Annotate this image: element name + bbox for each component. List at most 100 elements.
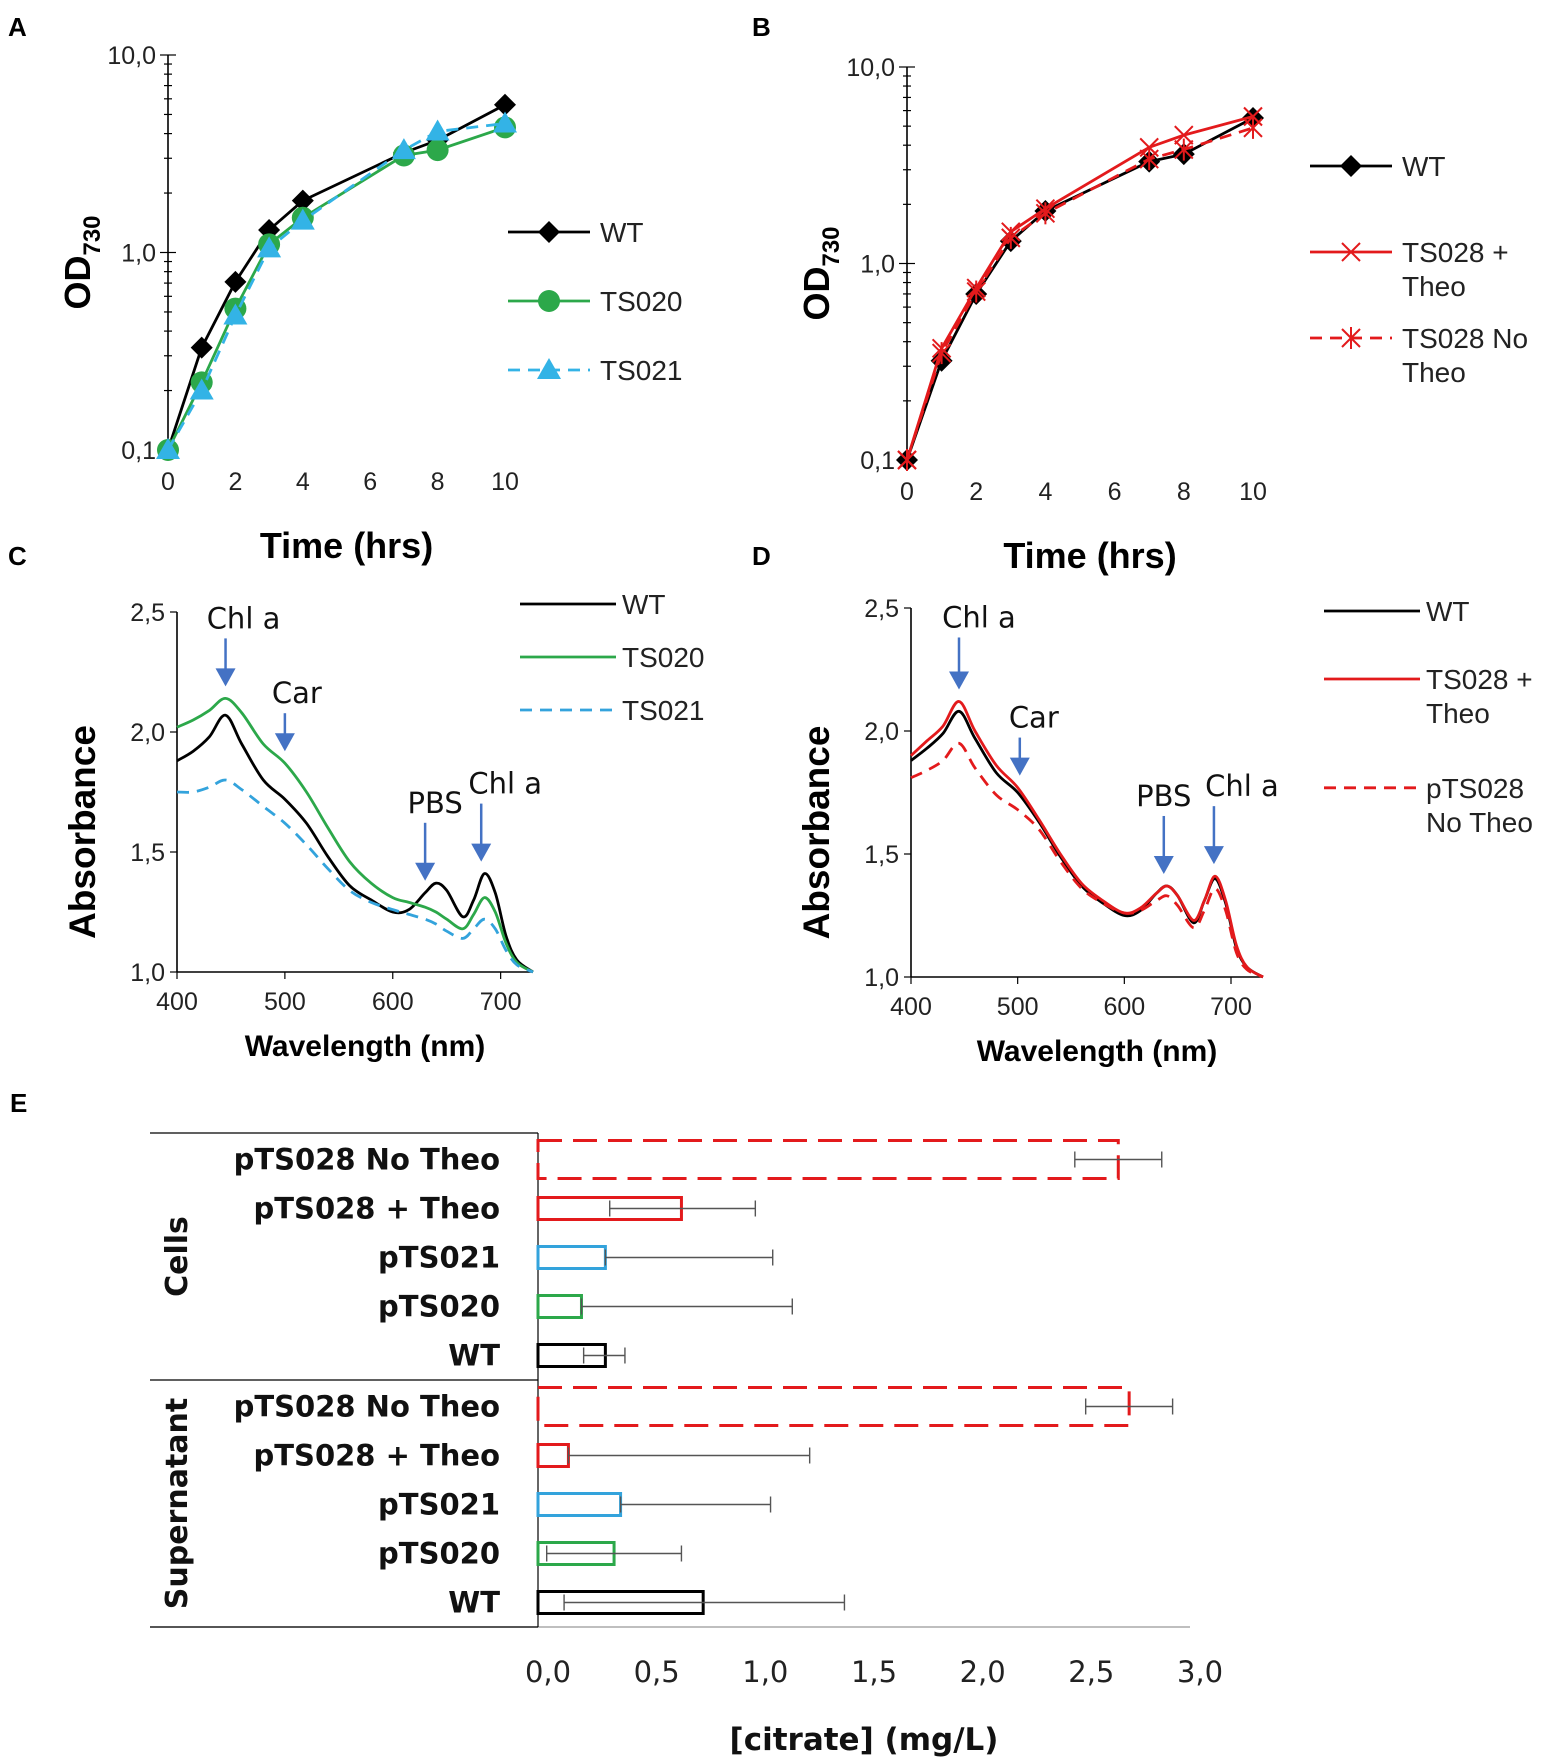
bar-cells-pts020 <box>536 1294 583 1319</box>
x-tick-label: 0,0 <box>525 1655 571 1689</box>
series-line-wt <box>910 709 1264 979</box>
legend-marker <box>1341 242 1361 262</box>
annotation-arrow-head <box>274 733 295 752</box>
data-point <box>1035 202 1056 225</box>
legend-label: TS028 + <box>1402 237 1509 268</box>
annotation-arrow-head <box>1009 757 1030 776</box>
series-line-ts021 <box>166 122 506 451</box>
legend-marker <box>1340 155 1362 177</box>
x-tick-label: 2,5 <box>1068 1655 1114 1689</box>
y-tick-label: 1,5 <box>864 841 899 869</box>
y-tick-label: 2,0 <box>864 718 899 746</box>
y-tick-label: 10,0 <box>107 42 156 70</box>
category-label: pTS028 + Theo <box>254 1439 500 1473</box>
y-axis-title: OD730 <box>796 226 845 320</box>
x-tick-label: 3,0 <box>1177 1655 1223 1689</box>
category-label: pTS020 <box>378 1537 500 1571</box>
x-tick-label: 700 <box>1210 993 1252 1021</box>
y-tick-label: 1,5 <box>130 839 165 867</box>
annotation-label: Chl a <box>942 600 1016 634</box>
series-line-ts021 <box>176 778 534 974</box>
legend-label: Theo <box>1426 698 1490 729</box>
legend: WT TS020 TS021 <box>508 217 683 386</box>
data-point <box>1001 226 1021 249</box>
annotation-arrow-head <box>215 668 236 687</box>
annotation-label: Chl a <box>1205 769 1279 803</box>
bar-cells-pts028-no-theo <box>536 1139 1120 1180</box>
data-point <box>1243 116 1263 139</box>
data-point <box>190 336 213 359</box>
bar-cells-pts021 <box>536 1245 607 1270</box>
category-label: pTS028 + Theo <box>254 1192 500 1226</box>
y-axis-title: OD730 <box>57 215 106 309</box>
y-axis-title: Absorbance <box>796 726 837 940</box>
series-line-wt <box>176 713 534 974</box>
x-tick-label: 700 <box>480 988 522 1016</box>
data-point <box>931 342 952 365</box>
data-point <box>189 378 214 400</box>
x-tick-label: 400 <box>890 993 932 1021</box>
data-point <box>1139 148 1159 171</box>
series-line-ts028-no-theo <box>905 126 1254 461</box>
data-point <box>223 303 248 325</box>
x-axis-title: Time (hrs) <box>260 525 433 566</box>
x-tick-label: 500 <box>997 993 1039 1021</box>
y-axis-title-main: OD <box>796 267 837 321</box>
x-tick-label: 8 <box>1177 478 1191 506</box>
x-tick-label: 400 <box>156 988 198 1016</box>
annotation-label: Chl a <box>468 767 542 801</box>
legend-label: TS021 <box>600 355 683 386</box>
panel-d: D 1,0 1,5 2,0 2,5 400 500 600 700 Wavelength (nm)… <box>752 541 1533 1068</box>
y-tick-label: 2,5 <box>864 595 899 623</box>
y-tick-label: 10,0 <box>846 54 895 82</box>
y-tick-label: 1,0 <box>121 240 156 268</box>
category-label: pTS028 No Theo <box>234 1390 500 1424</box>
series-ts021 <box>156 111 517 459</box>
x-tick-label: 1,5 <box>851 1655 897 1689</box>
y-tick-label: 2,5 <box>130 599 165 627</box>
x-tick-label: 6 <box>1108 478 1122 506</box>
y-tick-label: 0,1 <box>860 447 895 475</box>
annotation-arrow <box>415 822 436 881</box>
legend-label: TS021 <box>622 695 705 726</box>
y-tick-label: 0,1 <box>121 437 156 465</box>
x-tick-label: 0,5 <box>634 1655 680 1689</box>
data-point <box>493 111 517 133</box>
annotation-arrow-head <box>949 671 969 690</box>
x-tick-label: 600 <box>1103 993 1145 1021</box>
annotation-arrow-head <box>1203 846 1224 865</box>
category-label: WT <box>448 1339 500 1373</box>
category-label: pTS021 <box>378 1488 500 1522</box>
x-axis-title: Wavelength (nm) <box>977 1035 1218 1068</box>
annotation-arrow <box>274 713 295 752</box>
legend-label: pTS028 <box>1426 773 1524 804</box>
category-label: pTS028 No Theo <box>234 1143 500 1177</box>
x-tick-label: 2 <box>228 468 242 496</box>
annotation-arrow <box>949 637 969 690</box>
data-point <box>966 280 986 303</box>
series-line-ts020 <box>166 126 506 451</box>
data-point <box>1174 125 1194 145</box>
legend-label: No Theo <box>1426 807 1533 838</box>
legend-marker <box>538 221 560 243</box>
data-point <box>291 189 314 212</box>
annotation-label: Car <box>1009 701 1059 735</box>
annotations: Chl a Car PBS Chl a <box>942 600 1279 874</box>
data-point <box>425 119 450 141</box>
legend-marker <box>538 290 560 312</box>
panel-b: B 0,1 1,0 10,0 0 2 4 6 8 10 Time (hrs) OD730 WT TS028… <box>752 12 1528 576</box>
series-line-pts028-no-theo <box>910 741 1264 979</box>
x-tick-label: 500 <box>264 988 306 1016</box>
x-tick-label: 10 <box>1239 478 1267 506</box>
x-axis-title: Wavelength (nm) <box>245 1030 486 1063</box>
legend-marker-stroke <box>1341 242 1361 262</box>
y-tick-label: 1,0 <box>130 959 165 987</box>
series-line-ts028-theo <box>910 700 1264 979</box>
x-tick-label: 600 <box>372 988 414 1016</box>
series-line-wt <box>905 116 1254 461</box>
data-point <box>156 438 180 459</box>
legend: WT TS020 TS021 <box>520 589 705 726</box>
data-point <box>494 93 516 116</box>
series-wt <box>896 107 1264 471</box>
x-tick-label: 2 <box>969 478 983 506</box>
